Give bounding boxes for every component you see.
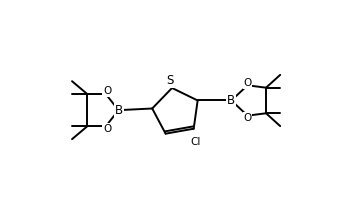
Text: O: O [103, 86, 112, 96]
Text: O: O [243, 113, 252, 123]
Text: B: B [227, 94, 235, 107]
Text: B: B [115, 104, 123, 117]
Text: S: S [167, 74, 174, 87]
Text: O: O [103, 124, 112, 134]
Text: Cl: Cl [190, 136, 201, 146]
Text: O: O [243, 78, 252, 88]
